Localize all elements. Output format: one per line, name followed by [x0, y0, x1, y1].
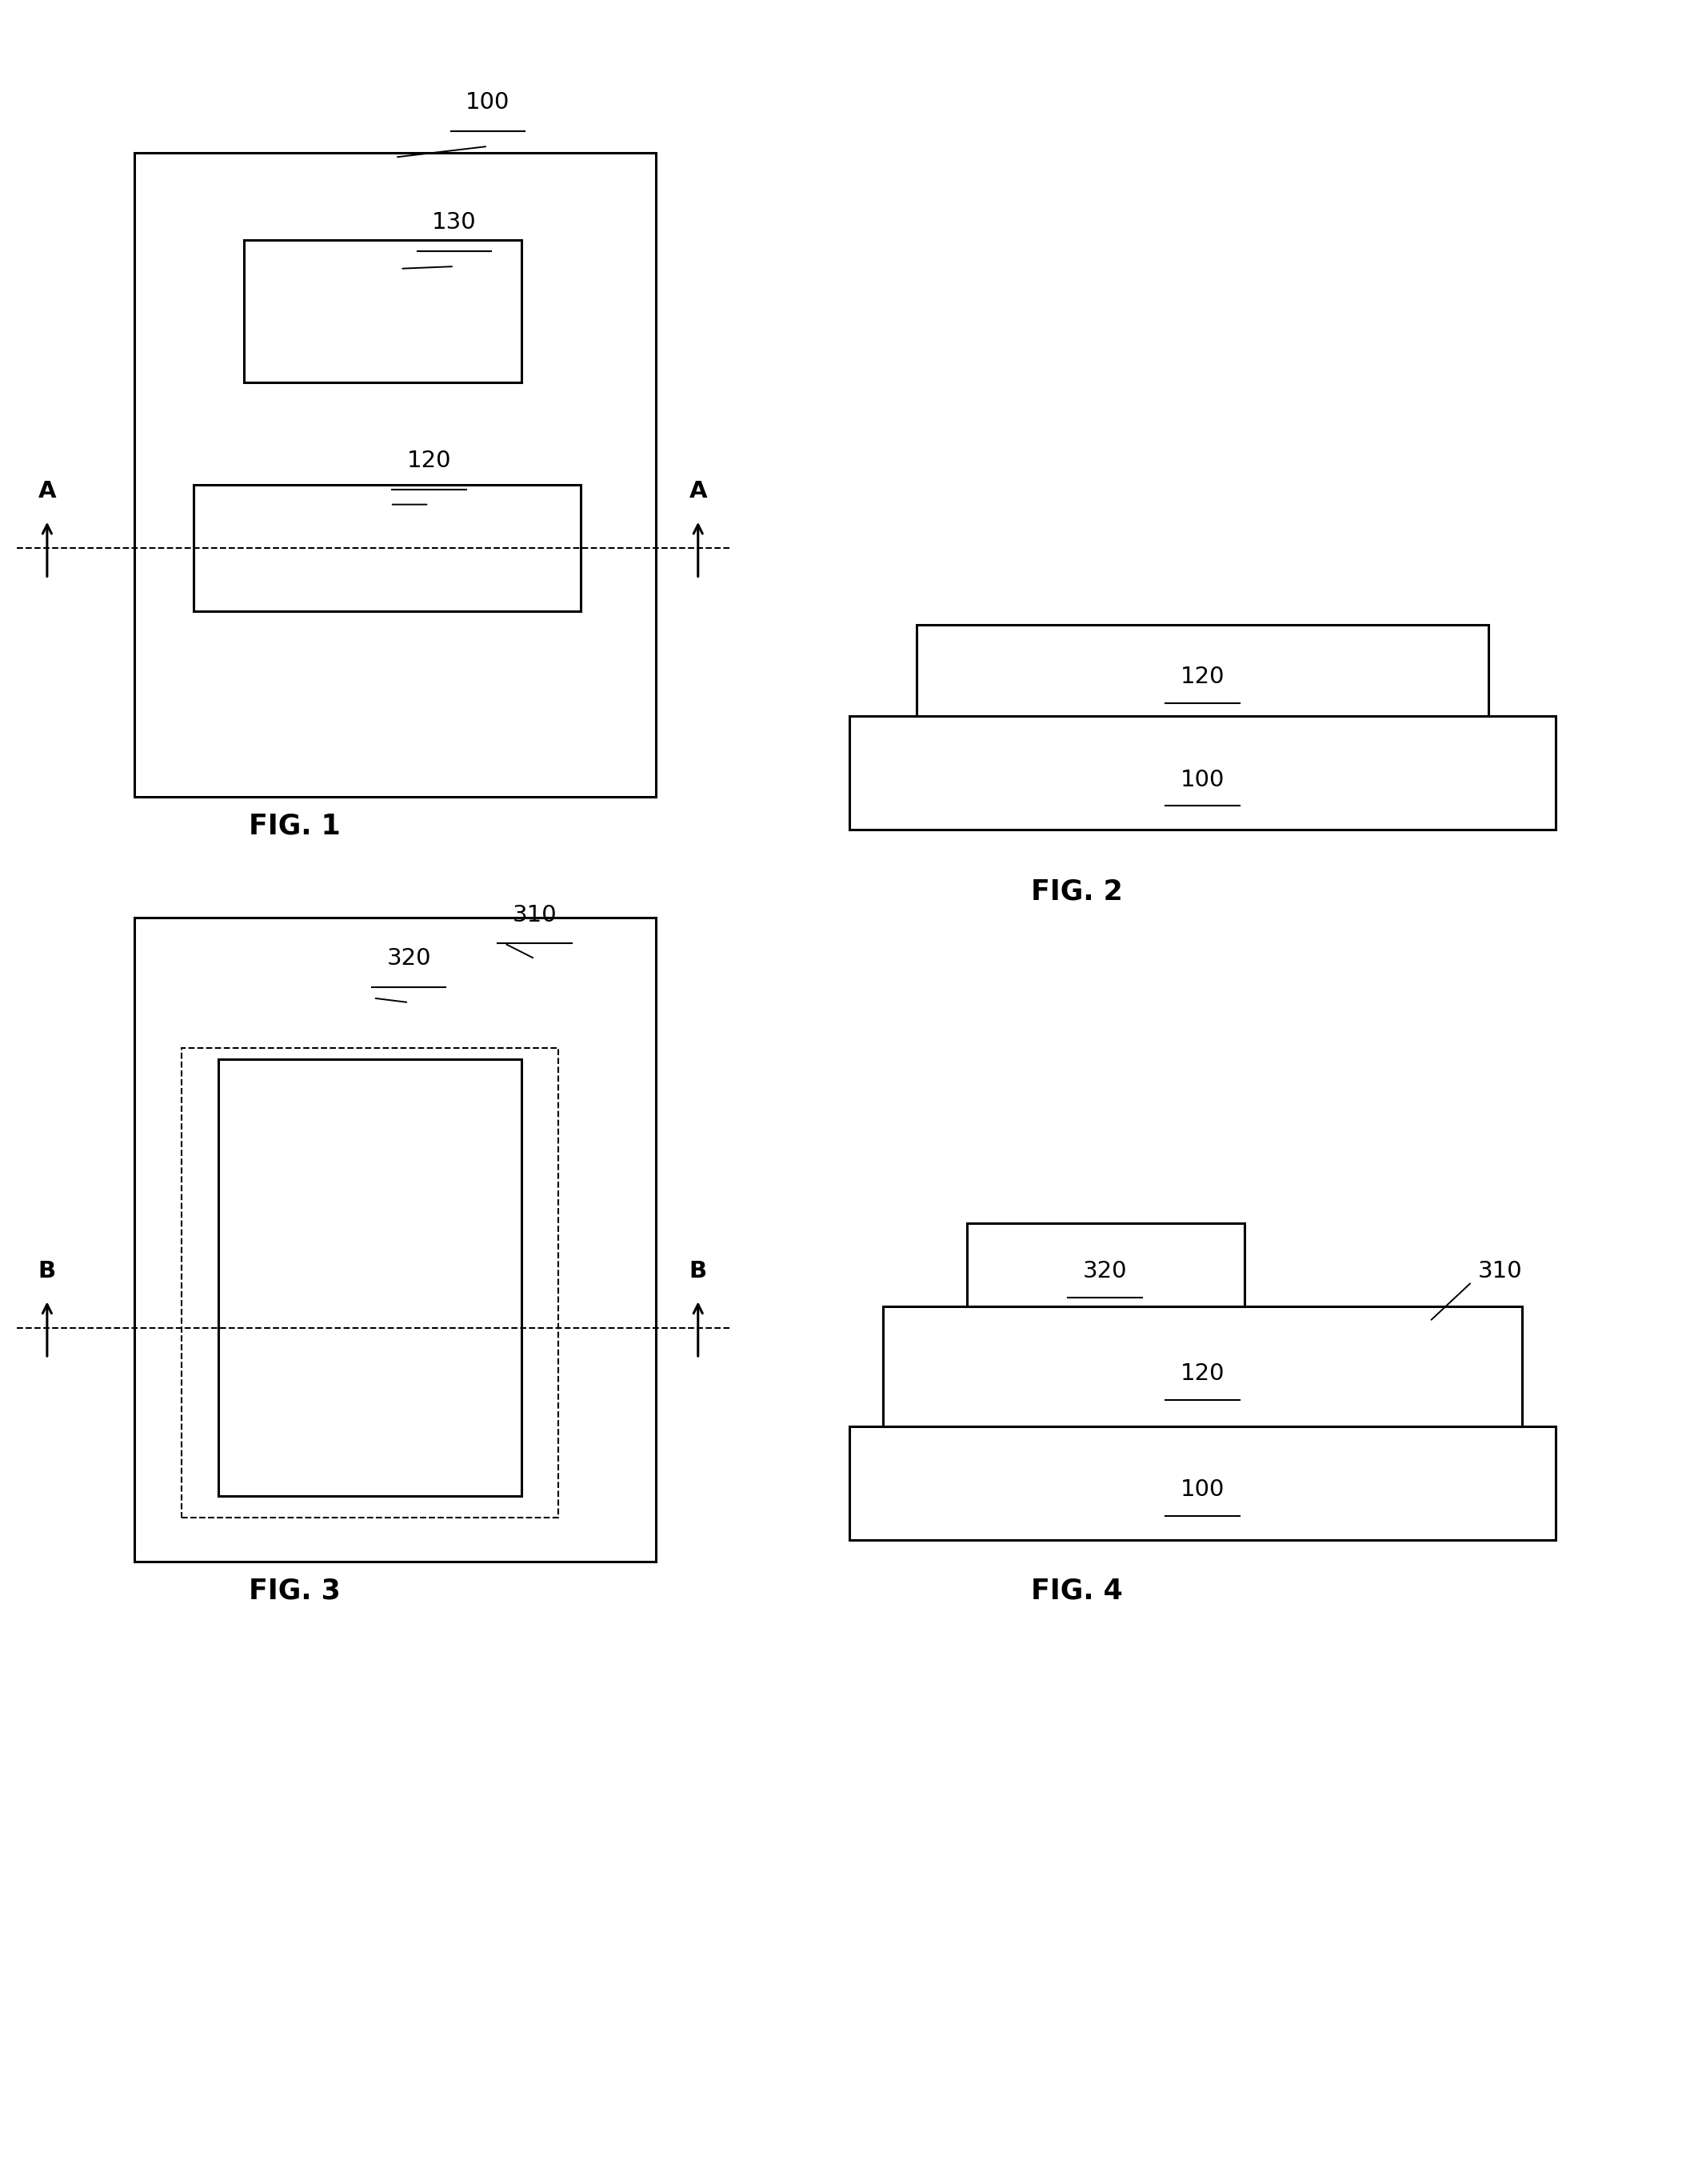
Bar	[193, 485, 580, 612]
Text: 120: 120	[1181, 666, 1224, 688]
Bar	[849, 716, 1556, 830]
Bar	[135, 917, 656, 1562]
Bar	[244, 240, 521, 382]
Text: FIG. 4: FIG. 4	[1031, 1577, 1122, 1605]
Bar	[182, 1048, 558, 1518]
Bar	[219, 1059, 521, 1496]
Text: 120: 120	[407, 450, 451, 472]
Text: FIG. 3: FIG. 3	[249, 1577, 340, 1605]
Text: 130: 130	[432, 212, 476, 234]
Text: 100: 100	[466, 92, 510, 114]
Text: B: B	[690, 1260, 706, 1282]
Text: A: A	[690, 480, 706, 502]
Bar	[135, 153, 656, 797]
Bar	[967, 1223, 1245, 1306]
Text: 310: 310	[513, 904, 557, 926]
Text: 120: 120	[1181, 1363, 1224, 1385]
Text: B: B	[39, 1260, 56, 1282]
Text: 320: 320	[1083, 1260, 1127, 1282]
Text: FIG. 1: FIG. 1	[249, 812, 340, 841]
Text: A: A	[39, 480, 56, 502]
Bar	[917, 625, 1489, 716]
Text: 310: 310	[1478, 1260, 1522, 1282]
Bar	[883, 1306, 1522, 1426]
Text: 100: 100	[1181, 769, 1224, 791]
Text: 100: 100	[1181, 1479, 1224, 1500]
Bar	[849, 1426, 1556, 1540]
Text: FIG. 2: FIG. 2	[1031, 878, 1122, 906]
Text: 320: 320	[387, 948, 431, 970]
